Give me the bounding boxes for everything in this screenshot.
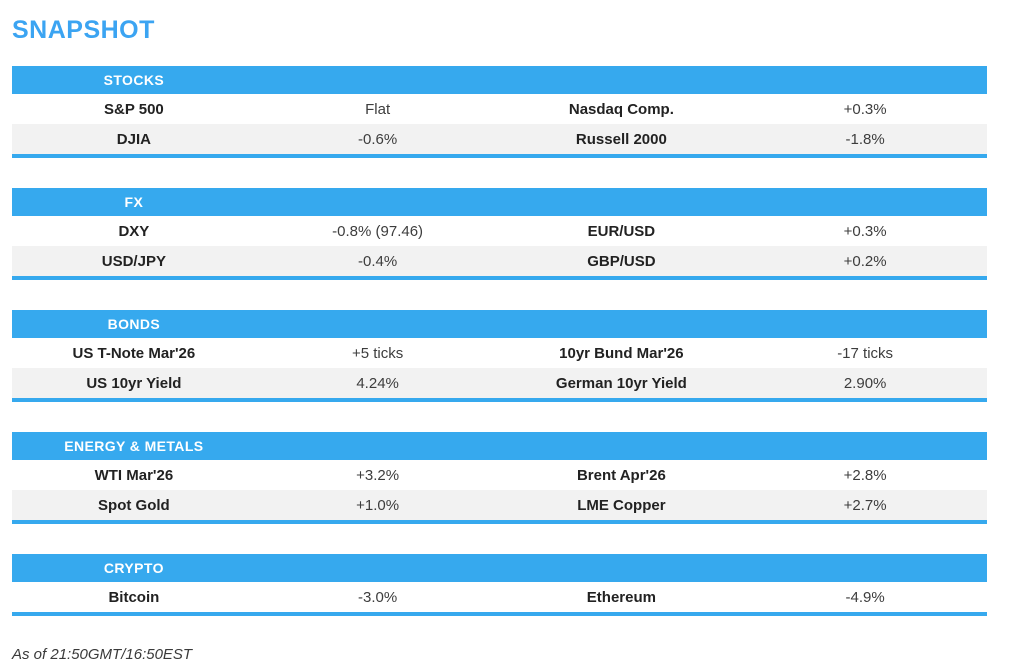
table-row: USD/JPY -0.4% GBP/USD +0.2%: [12, 246, 987, 276]
instrument-label: WTI Mar'26: [94, 466, 174, 484]
table-row: Spot Gold +1.0% LME Copper +2.7%: [12, 490, 987, 520]
instrument-label: USD/JPY: [101, 252, 166, 270]
instrument-label: German 10yr Yield: [555, 374, 687, 392]
instrument-value: +0.2%: [843, 252, 887, 270]
instrument-label: DJIA: [116, 130, 151, 148]
table-row: WTI Mar'26 +3.2% Brent Apr'26 +2.8%: [12, 460, 987, 490]
table-row: US T-Note Mar'26 +5 ticks 10yr Bund Mar'…: [12, 338, 987, 368]
table-row: S&P 500 Flat Nasdaq Comp. +0.3%: [12, 94, 987, 124]
instrument-value: +3.2%: [356, 466, 400, 484]
section-title: BONDS: [107, 316, 161, 332]
section-title: STOCKS: [103, 72, 165, 88]
section-title: ENERGY & METALS: [64, 438, 204, 454]
instrument-label: US 10yr Yield: [86, 374, 182, 392]
instrument-value: 4.24%: [356, 374, 399, 392]
instrument-label: Bitcoin: [108, 588, 160, 606]
instrument-value: +2.7%: [843, 496, 887, 514]
instrument-label: EUR/USD: [587, 222, 656, 240]
section-header: STOCKS: [12, 66, 987, 94]
table-row: US 10yr Yield 4.24% German 10yr Yield 2.…: [12, 368, 987, 398]
table-row: DJIA -0.6% Russell 2000 -1.8%: [12, 124, 987, 154]
instrument-value: -1.8%: [845, 130, 885, 148]
instrument-label: Russell 2000: [575, 130, 667, 148]
instrument-label: DXY: [118, 222, 150, 240]
section-title: FX: [124, 194, 144, 210]
snapshot-table: STOCKS S&P 500 Flat Nasdaq Comp. +0.3% D…: [12, 66, 987, 616]
section-header: ENERGY & METALS: [12, 432, 987, 460]
instrument-value: +2.8%: [843, 466, 887, 484]
instrument-value: -3.0%: [358, 588, 398, 606]
instrument-label: US T-Note Mar'26: [72, 344, 196, 362]
page-title: SNAPSHOT: [12, 16, 155, 44]
table-row: Bitcoin -3.0% Ethereum -4.9%: [12, 582, 987, 612]
instrument-value: -0.6%: [358, 130, 398, 148]
section-header: BONDS: [12, 310, 987, 338]
instrument-label: 10yr Bund Mar'26: [559, 344, 684, 362]
timestamp-note: As of 21:50GMT/16:50EST: [12, 646, 193, 663]
instrument-label: Brent Apr'26: [576, 466, 666, 484]
section-fx: FX DXY -0.8% (97.46) EUR/USD +0.3% USD/J…: [12, 188, 987, 280]
instrument-label: LME Copper: [577, 496, 666, 514]
section-stocks: STOCKS S&P 500 Flat Nasdaq Comp. +0.3% D…: [12, 66, 987, 158]
instrument-label: GBP/USD: [587, 252, 656, 270]
instrument-label: Ethereum: [586, 588, 656, 606]
table-row: DXY -0.8% (97.46) EUR/USD +0.3%: [12, 216, 987, 246]
instrument-value: +5 ticks: [351, 344, 404, 362]
section-energy-metals: ENERGY & METALS WTI Mar'26 +3.2% Brent A…: [12, 432, 987, 524]
instrument-value: 2.90%: [843, 374, 887, 392]
section-header: CRYPTO: [12, 554, 987, 582]
instrument-value: -0.8% (97.46): [332, 222, 424, 240]
instrument-value: -17 ticks: [837, 344, 894, 362]
section-title: CRYPTO: [103, 560, 164, 576]
instrument-value: -4.9%: [845, 588, 885, 606]
section-header: FX: [12, 188, 987, 216]
section-bonds: BONDS US T-Note Mar'26 +5 ticks 10yr Bun…: [12, 310, 987, 402]
instrument-label: Spot Gold: [98, 496, 170, 514]
instrument-value: +0.3%: [843, 222, 887, 240]
instrument-label: Nasdaq Comp.: [568, 100, 674, 118]
section-crypto: CRYPTO Bitcoin -3.0% Ethereum -4.9%: [12, 554, 987, 616]
instrument-value: +0.3%: [843, 100, 887, 118]
instrument-value: -0.4%: [358, 252, 398, 270]
instrument-value: Flat: [365, 100, 391, 118]
instrument-value: +1.0%: [356, 496, 400, 514]
instrument-label: S&P 500: [103, 100, 164, 118]
